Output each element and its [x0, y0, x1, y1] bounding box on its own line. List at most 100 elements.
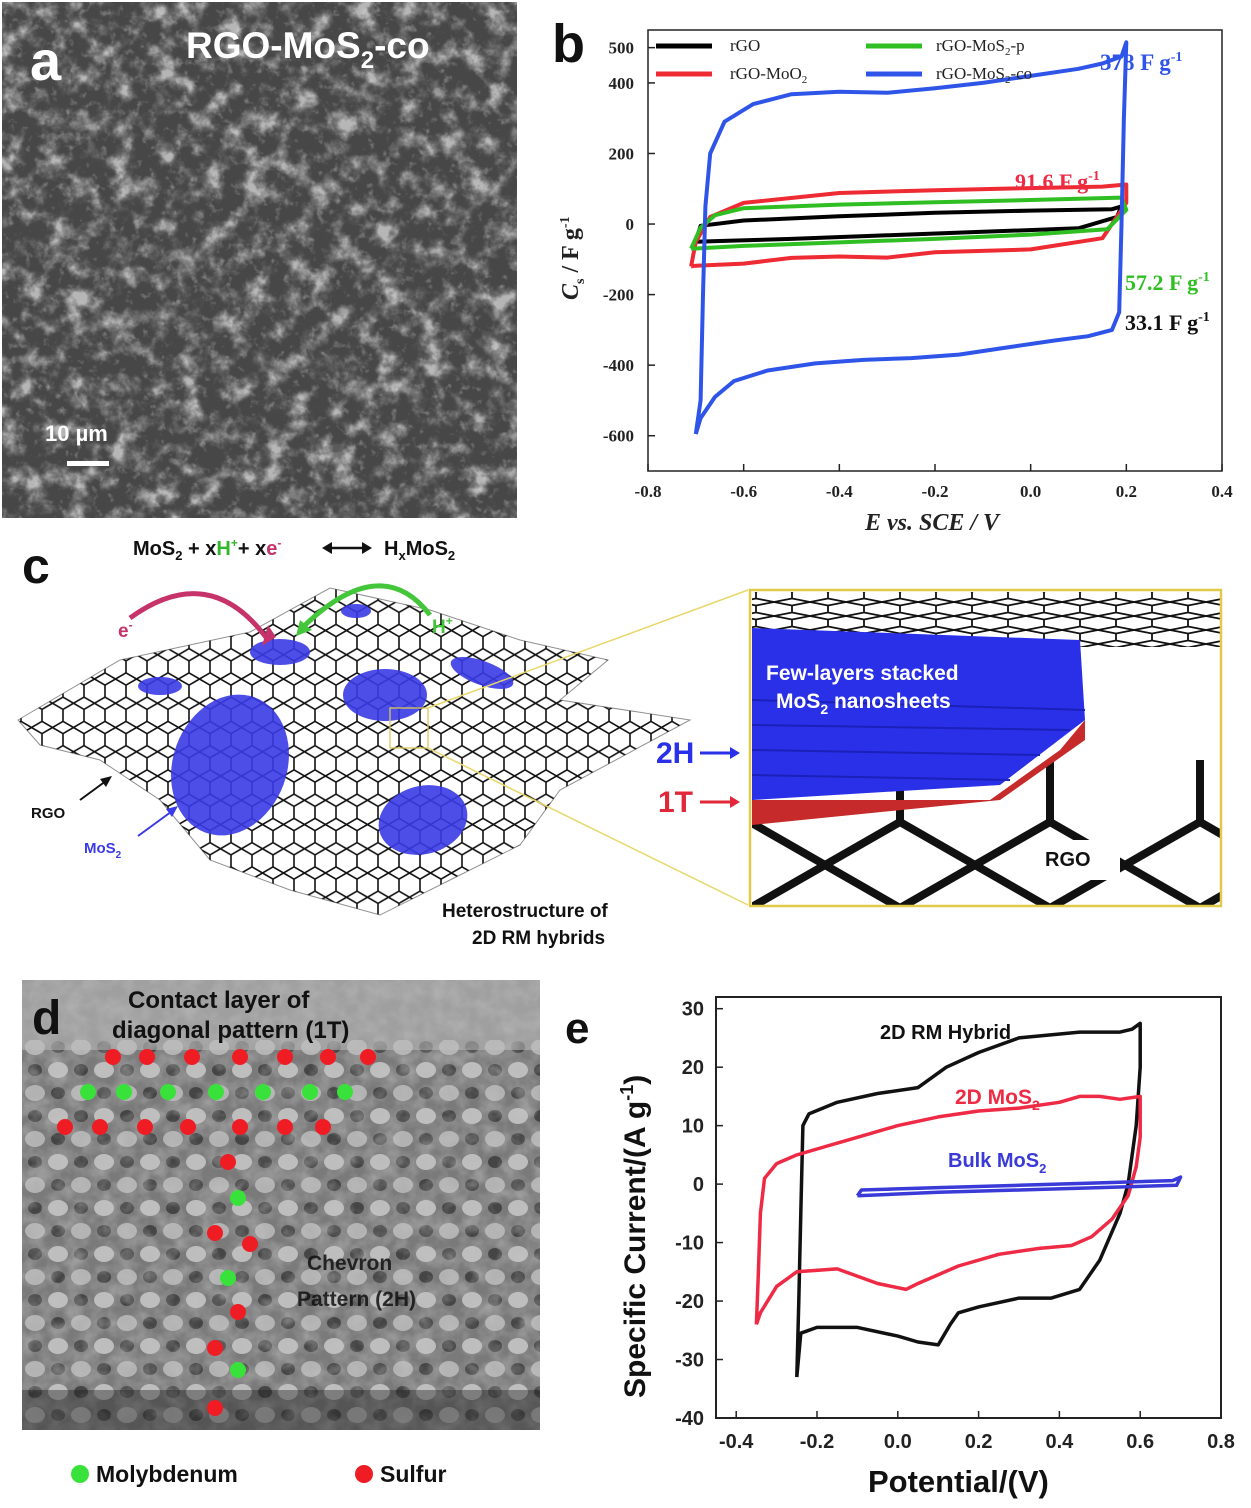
x-axis-label-b: E vs. SCE / V	[864, 510, 1001, 536]
series-b	[689, 40, 1129, 435]
x-tick-label: -0.2	[922, 482, 949, 501]
mos2-patch	[378, 785, 468, 855]
mos2-label: MoS2	[84, 840, 122, 861]
graphene-edge	[17, 587, 692, 916]
sulfur-marker	[180, 1119, 196, 1135]
panel-d: d Contact layer of diagonal pattern (1T)…	[22, 980, 540, 1487]
sulfur-marker	[360, 1049, 376, 1065]
sulfur-marker	[207, 1340, 223, 1356]
sulfur-marker	[232, 1049, 248, 1065]
x-tick-label: -0.4	[719, 1431, 754, 1453]
panel-c: MoS2 + xH++ xe- HxMoS2 c e-	[17, 536, 1223, 949]
zoom-line-bottom	[427, 747, 749, 906]
y-tick-label: 30	[682, 999, 704, 1021]
label-hybrid: 2D RM Hybrid	[880, 1022, 1011, 1044]
y-tick-label: -600	[603, 427, 634, 446]
panel-letter-b: b	[552, 14, 585, 74]
proton-arrowhead	[296, 620, 312, 636]
sem-image-highlights	[2, 2, 517, 518]
electron-arrow	[128, 591, 271, 642]
double-arrow	[322, 542, 372, 554]
sulfur-marker	[92, 1119, 108, 1135]
y-tick-label: -10	[675, 1233, 704, 1255]
heterostructure-line2: 2D RM hybrids	[472, 928, 605, 949]
series-line-rgo-mos2-co	[693, 40, 1129, 435]
x-tick-label: 0.8	[1207, 1431, 1235, 1453]
inset: Few-layers stacked MoS2 nanosheets RGO	[748, 588, 1223, 908]
axes-e: -0.4 -0.2 0.0 0.2 0.4 0.6 0.8 -40 -30 -20 -10 0 10 20…	[675, 999, 1235, 1453]
arrow-2h-head	[730, 747, 740, 759]
mos2-patch	[341, 604, 371, 618]
x-tick-label: -0.6	[730, 482, 757, 501]
y-axis-label-e: Specific Current/(A g-1)	[617, 1075, 652, 1398]
label-2d-mos2: 2D MoS2	[955, 1086, 1040, 1113]
electron-arrowhead	[262, 625, 276, 646]
molybdenum-marker	[208, 1084, 224, 1100]
sulfur-marker	[320, 1049, 336, 1065]
y-tick-label: 400	[609, 74, 635, 93]
x-tick-label: 0.0	[1020, 482, 1041, 501]
y-tick-label: 200	[609, 144, 635, 163]
heterostructure-line1: Heterostructure of	[442, 901, 608, 922]
legend-label-mo: Molybdenum	[96, 1461, 238, 1487]
series-line-2d-rm-hybrid	[795, 1021, 1142, 1378]
panel-letter-a: a	[30, 29, 62, 92]
scale-bar-label: 10 µm	[45, 421, 108, 446]
reaction-equation: MoS2 + xH++ xe-	[133, 536, 281, 563]
panel-b: b -0.8 -0.6 -0.4 -0.2 0.0 0.2 0.4 -600 -400 -200 0…	[552, 14, 1233, 536]
y-tick-label: -20	[675, 1291, 704, 1313]
legend-dot-mo	[71, 1465, 89, 1483]
y-tick-label: -40	[675, 1408, 704, 1430]
x-tick-label: -0.8	[635, 482, 662, 501]
plot-frame-e	[715, 996, 1222, 1419]
molybdenum-marker	[230, 1362, 246, 1378]
series-line-rgo-moo2	[689, 182, 1129, 269]
panel-d-title-line1: Contact layer of	[128, 987, 310, 1014]
y-tick-label: 0	[693, 1174, 704, 1196]
chevron-label-line2: Pattern (2H)	[297, 1288, 416, 1311]
molybdenum-marker	[337, 1084, 353, 1100]
sulfur-marker	[230, 1304, 246, 1320]
atom-markers	[57, 1049, 376, 1416]
inset-label-line2: MoS2 nanosheets	[776, 690, 951, 717]
molybdenum-marker	[230, 1190, 246, 1206]
legend-label-mos2co: rGO-MoS2-co	[936, 64, 1032, 86]
inset-rgo-label: RGO	[1045, 849, 1091, 871]
x-tick-label: 0.4	[1211, 482, 1233, 501]
axes-b: -0.8 -0.6 -0.4 -0.2 0.0 0.2 0.4 -600 -400 -200 0 20…	[603, 39, 1233, 501]
series-line-rgo	[693, 204, 1124, 244]
legend-dot-s	[355, 1465, 373, 1483]
scale-bar	[67, 461, 109, 466]
sulfur-marker	[232, 1119, 248, 1135]
reaction-product: HxMoS2	[384, 538, 455, 563]
sulfur-marker	[207, 1225, 223, 1241]
sulfur-marker	[220, 1154, 236, 1170]
label-1t: 1T	[658, 786, 693, 819]
rgo-pointer-head	[100, 776, 112, 787]
label-2h: 2H	[656, 737, 694, 770]
molybdenum-marker	[302, 1084, 318, 1100]
x-tick-label: -0.4	[826, 482, 853, 501]
series-line-bulk-mos2	[855, 1175, 1183, 1198]
y-tick-label: 500	[609, 39, 635, 58]
annotation-57-2: 57.2 F g-1	[1125, 270, 1210, 295]
x-tick-label: 0.0	[884, 1431, 912, 1453]
inset-label-line1: Few-layers stacked	[766, 662, 959, 685]
arrow-1t-head	[730, 796, 740, 808]
y-tick-label: -400	[603, 356, 634, 375]
sulfur-marker	[184, 1049, 200, 1065]
mos2-pointer	[137, 808, 176, 837]
sulfur-marker	[139, 1049, 155, 1065]
legend-label-mos2p: rGO-MoS2-p	[936, 36, 1025, 58]
mos2-patch	[250, 639, 310, 665]
sulfur-marker	[57, 1119, 73, 1135]
legend-label-s: Sulfur	[380, 1461, 446, 1487]
sulfur-marker	[242, 1236, 258, 1252]
mos2-patch	[171, 694, 289, 836]
proton-arrow	[298, 583, 432, 632]
series-e	[754, 1021, 1183, 1378]
mos2-patch	[138, 677, 182, 695]
x-tick-label: 0.2	[1116, 482, 1137, 501]
zoom-line-top	[427, 589, 749, 709]
legend-b: rGO rGO-MoO2 rGO-MoS2-p rGO-MoS2-co	[656, 36, 1032, 86]
